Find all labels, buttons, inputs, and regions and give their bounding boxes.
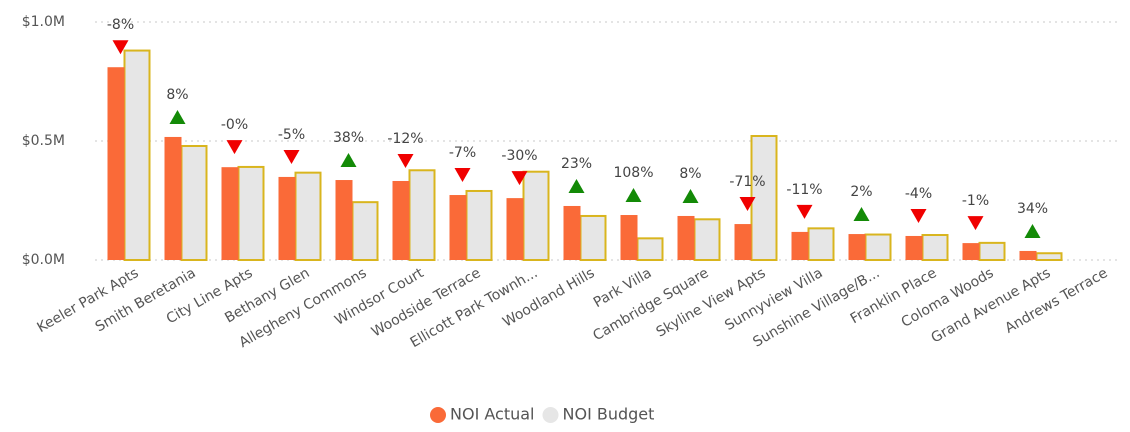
- y-tick-label: $0.0M: [22, 252, 65, 268]
- variance-label: 8%: [166, 87, 188, 103]
- actual-bar: [563, 205, 581, 260]
- x-tick-label: Andrews Terrace: [1002, 265, 1110, 337]
- actual-bar: [791, 231, 809, 260]
- variance-label: -7%: [449, 145, 476, 161]
- variance-arrow: [739, 197, 756, 212]
- variance-label: -30%: [501, 148, 537, 164]
- y-tick-label: $1.0M: [22, 14, 65, 30]
- actual-bar: [962, 243, 980, 260]
- budget-bar: [237, 165, 265, 261]
- budget-bar: [123, 49, 151, 262]
- variance-label: -12%: [387, 131, 423, 147]
- variance-arrow: [796, 204, 813, 219]
- variance-label: -5%: [278, 127, 305, 143]
- variance-label: -1%: [962, 193, 989, 209]
- actual-bar: [905, 235, 923, 260]
- budget-bar: [864, 233, 892, 261]
- budget-bar: [351, 201, 379, 261]
- actual-bar: [677, 215, 695, 260]
- variance-label: -0%: [221, 117, 248, 133]
- variance-arrow: [625, 188, 642, 203]
- budget-bar: [921, 234, 949, 261]
- variance-arrow: [454, 168, 471, 183]
- budget-bar: [294, 171, 322, 262]
- legend-label: NOI Actual: [450, 405, 535, 424]
- actual-bar: [107, 67, 125, 260]
- budget-bar: [1035, 252, 1063, 261]
- budget-bar: [408, 169, 436, 261]
- legend-swatch: [430, 407, 446, 423]
- variance-arrow: [169, 109, 186, 124]
- variance-arrow: [397, 153, 414, 168]
- actual-bar: [620, 215, 638, 260]
- budget-bar: [579, 214, 607, 261]
- actual-bar: [221, 167, 239, 260]
- variance-label: -71%: [729, 174, 765, 190]
- variance-label: -11%: [786, 182, 822, 198]
- legend-swatch: [542, 407, 559, 423]
- variance-label: 2%: [850, 184, 872, 200]
- budget-bar: [636, 237, 664, 261]
- actual-bar: [164, 136, 182, 260]
- actual-bar: [449, 195, 467, 260]
- variance-label: -4%: [905, 186, 932, 202]
- variance-label: 23%: [561, 156, 592, 172]
- variance-arrow: [1024, 223, 1041, 238]
- actual-bar: [392, 180, 410, 260]
- variance-label: -8%: [107, 17, 134, 33]
- budget-bar: [693, 218, 721, 262]
- variance-arrow: [682, 188, 699, 203]
- budget-bar: [180, 144, 208, 261]
- variance-arrow: [568, 178, 585, 193]
- variance-arrow: [226, 140, 243, 155]
- variance-label: 108%: [613, 165, 653, 181]
- variance-label: 8%: [679, 166, 701, 182]
- legend-label: NOI Budget: [563, 405, 655, 424]
- actual-bar: [1019, 250, 1037, 260]
- variance-arrow: [853, 207, 870, 222]
- actual-bar: [734, 224, 752, 260]
- budget-bar: [465, 189, 493, 261]
- variance-arrow: [910, 208, 927, 223]
- variance-arrow: [112, 40, 129, 55]
- actual-bar: [506, 198, 524, 260]
- y-tick-label: $0.5M: [22, 133, 65, 149]
- variance-arrow: [967, 216, 984, 231]
- variance-label: 38%: [333, 130, 364, 146]
- x-tick-label: Smith Beretania: [93, 265, 199, 335]
- budget-bar: [522, 170, 550, 261]
- budget-bar: [807, 227, 835, 261]
- x-tick-label: Keeler Park Apts: [34, 265, 141, 336]
- budget-bar: [750, 135, 778, 261]
- budget-bar: [978, 241, 1006, 261]
- variance-arrow: [340, 153, 357, 168]
- actual-bar: [335, 180, 353, 260]
- variance-arrow: [283, 149, 300, 164]
- actual-bar: [278, 176, 296, 260]
- actual-bar: [848, 234, 866, 260]
- variance-label: 34%: [1017, 201, 1048, 217]
- variance-arrow: [511, 171, 528, 186]
